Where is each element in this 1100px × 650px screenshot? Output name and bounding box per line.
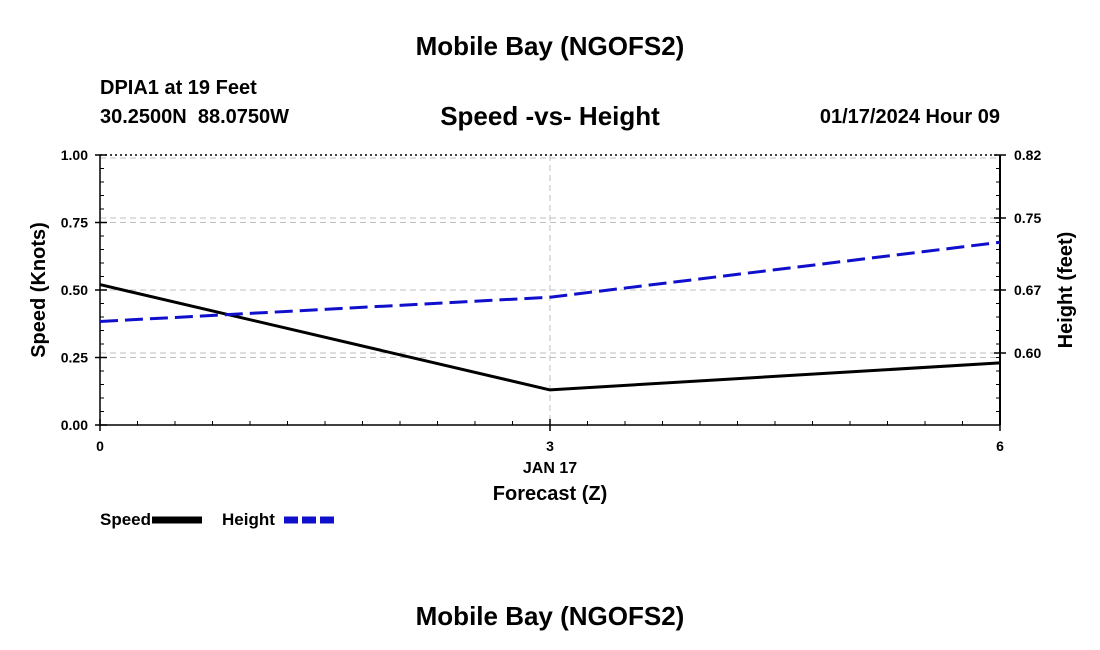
legend-label: Height bbox=[222, 510, 275, 529]
y2-tick-label: 0.67 bbox=[1014, 282, 1041, 298]
x-tick-label: 0 bbox=[96, 438, 104, 454]
chart-title: Speed -vs- Height bbox=[440, 101, 660, 131]
y-tick-label: 0.50 bbox=[61, 282, 88, 298]
page-title: Mobile Bay (NGOFS2) bbox=[415, 31, 685, 61]
x-tick-label: 3 bbox=[546, 438, 554, 454]
y2-tick-label: 0.75 bbox=[1014, 210, 1041, 226]
y-tick-label: 0.75 bbox=[61, 215, 88, 231]
x-axis-label: Forecast (Z) bbox=[493, 483, 607, 505]
y-axis-label: Speed (Knots) bbox=[28, 222, 50, 358]
y-tick-label: 0.00 bbox=[61, 417, 88, 433]
coordinates-label: 30.2500N 88.0750W bbox=[100, 106, 290, 128]
y2-tick-label: 0.82 bbox=[1014, 147, 1041, 163]
series-line-height bbox=[99, 240, 1001, 323]
series-line-speed bbox=[99, 283, 1001, 392]
x-date-label: JAN 17 bbox=[523, 460, 577, 477]
y-tick-label: 1.00 bbox=[61, 147, 88, 163]
y2-tick-label: 0.60 bbox=[1014, 345, 1041, 361]
footer-title: Mobile Bay (NGOFS2) bbox=[415, 601, 685, 631]
x-tick-label: 6 bbox=[996, 438, 1004, 454]
y-tick-label: 0.25 bbox=[61, 350, 88, 366]
y2-axis-label: Height (feet) bbox=[1055, 232, 1077, 349]
station-label: DPIA1 at 19 Feet bbox=[100, 77, 257, 99]
forecast-datetime: 01/17/2024 Hour 09 bbox=[819, 106, 1000, 128]
legend-label: Speed bbox=[100, 510, 151, 529]
